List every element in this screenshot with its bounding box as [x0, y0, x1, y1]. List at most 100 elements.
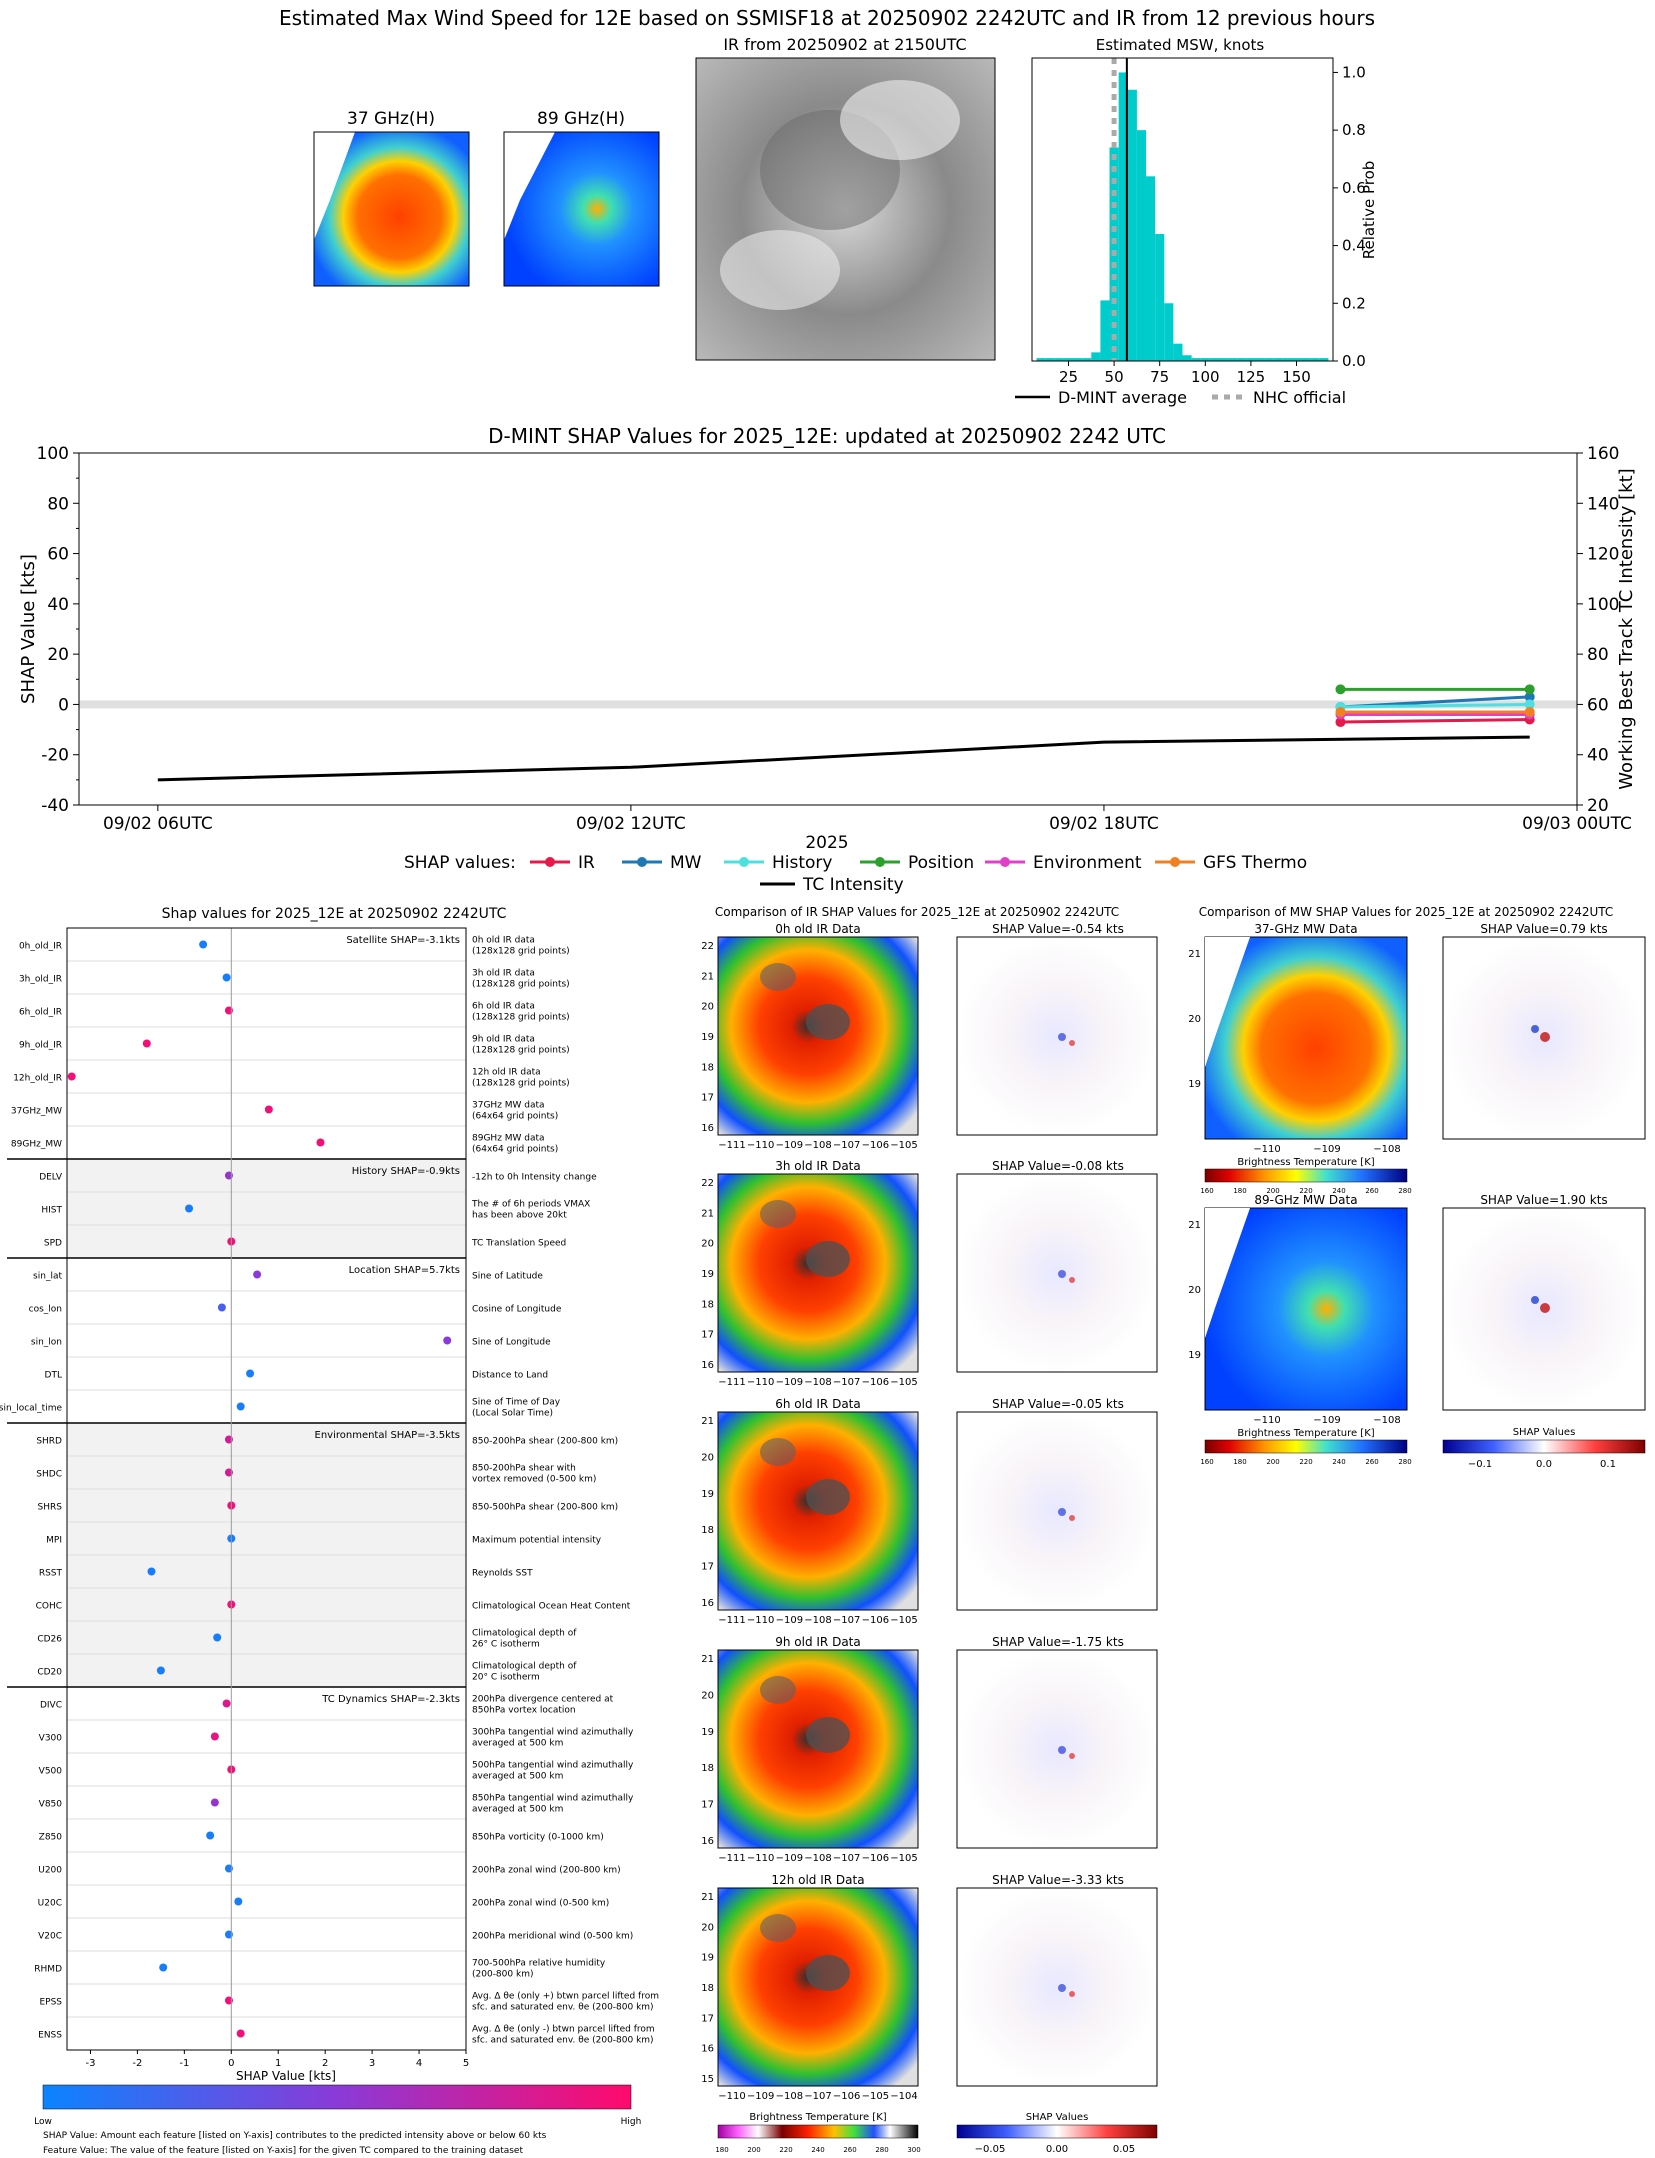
hist-ytick-label: 0.2 [1342, 294, 1366, 312]
ir-shap-label: SHAP Value=-3.33 kts [992, 1873, 1124, 1887]
ts-y2label: Working Best Track TC Intensity [kt] [1616, 468, 1637, 789]
feature-desc: 700-500hPa relative humidity [472, 1959, 606, 1969]
ts-y2tick-label: 120 [1587, 545, 1619, 565]
ts-ylabel: SHAP Value [kts] [18, 554, 39, 704]
mw-comparison: Comparison of MW SHAP Values for 2025_12… [1188, 905, 1646, 1470]
hist-bar [1255, 358, 1265, 361]
hist-xtick-label: 25 [1059, 368, 1078, 386]
group-label: TC Dynamics SHAP=-2.3kts [321, 1694, 460, 1705]
ir-panel-xtick: −107 [833, 1615, 860, 1626]
hist-ytick-label: 0.8 [1342, 121, 1366, 139]
ir-panel-label: 0h old IR Data [775, 922, 861, 936]
ir-panel-ytick: 17 [701, 1800, 714, 1811]
feature-name: U200 [38, 1866, 62, 1876]
ir-panel-ytick: 18 [701, 1062, 714, 1073]
mw-shap-tick: −0.1 [1468, 1459, 1492, 1470]
legend-label-tc: TC Intensity [802, 875, 904, 895]
group-label: Environmental SHAP=-3.5kts [315, 1430, 461, 1441]
ir-shap-hotspot [1069, 1515, 1075, 1521]
series-line-history [1340, 702, 1530, 709]
legend-dmint-label: D-MINT average [1058, 388, 1187, 407]
ts-ytick-label: 40 [47, 595, 69, 615]
mw-panel-xtick: −108 [1373, 1144, 1400, 1155]
feature-desc: -12h to 0h Intensity change [472, 1173, 597, 1183]
fs-xtick-label: 0 [228, 2058, 234, 2069]
hist-bar [1310, 358, 1320, 361]
feature-name: HIST [41, 1206, 62, 1216]
ir-shap-hotspot [1069, 1991, 1075, 1997]
hist-bar [1246, 358, 1256, 361]
mw-panel-xtick: −108 [1373, 1415, 1400, 1426]
feature-dot [185, 1204, 194, 1213]
ts-xtick-label: 09/02 12UTC [576, 814, 686, 834]
ir-panel-xtick: −111 [718, 1615, 745, 1626]
feature-desc: The # of 6h periods VMAX [471, 1200, 590, 1210]
ir-panel-xtick: −106 [862, 1853, 889, 1864]
hist-bar [1264, 358, 1274, 361]
feature-name: COHC [36, 1602, 62, 1612]
ir-panel-xtick: −109 [747, 2091, 774, 2102]
ir-panel-xtick: −108 [776, 2091, 803, 2102]
ir-panel-ytick: 18 [701, 1763, 714, 1774]
feature-name: DELV [39, 1173, 63, 1183]
mw-panel-ytick: 20 [1188, 1285, 1201, 1296]
hist-bar [1073, 358, 1083, 361]
fs-footnote: SHAP Value: Amount each feature [listed … [43, 2131, 547, 2141]
legend-label-environment: Environment [1033, 853, 1142, 873]
ts-xtick-label: 09/02 06UTC [103, 814, 213, 834]
ir-shap-tick: −0.05 [975, 2144, 1006, 2155]
feature-name: MPI [46, 1536, 62, 1546]
ir-panel-ytick: 16 [701, 1836, 714, 1847]
ts-y2tick-label: 60 [1587, 695, 1609, 715]
mw-panel-image [1204, 1207, 1408, 1411]
feature-dot [246, 1369, 255, 1378]
feature-desc: 20° C isotherm [472, 1673, 540, 1683]
feature-desc: 850hPa vortex location [472, 1706, 576, 1716]
feature-dot [142, 1039, 151, 1048]
ir-panel-xtick: −104 [890, 2091, 917, 2102]
hist-bar [1218, 358, 1229, 361]
ir-bt-colorbar [717, 2124, 919, 2139]
ts-xtick-label: 09/02 18UTC [1049, 814, 1159, 834]
feature-name: CD20 [37, 1668, 62, 1678]
mw-bt-tick: 160 [1200, 1458, 1213, 1466]
fs-xtick-label: 1 [275, 2058, 281, 2069]
ir-bt-colorbar-label: Brightness Temperature [K] [749, 2112, 886, 2123]
hist-bar [1319, 358, 1329, 361]
feature-name: V500 [39, 1767, 63, 1777]
feature-desc: (Local Solar Time) [472, 1409, 553, 1419]
legend-label-ir: IR [578, 853, 595, 873]
mw-panel-ytick: 19 [1188, 1350, 1201, 1361]
ir-cold-cloud [760, 1200, 796, 1228]
hist-frame [1031, 57, 1334, 362]
ts-ytick-label: 100 [37, 444, 69, 464]
legend-marker-position [875, 857, 885, 867]
mw-bt-tick: 220 [1299, 1458, 1312, 1466]
hist-bar [1100, 300, 1110, 361]
ir-panel-ytick: 18 [701, 1983, 714, 1994]
ts-xlabel: 2025 [805, 833, 848, 853]
ir-panel-ytick: 16 [701, 1360, 714, 1371]
mw-panel-xtick: −110 [1253, 1415, 1280, 1426]
ir-cold-cloud [806, 1955, 850, 1991]
mw-swath-edge [1205, 1208, 1250, 1338]
series-point-position [1335, 684, 1346, 695]
ir-panel-label: 3h old IR Data [775, 1159, 861, 1173]
feature-dot [199, 940, 208, 949]
ir-panel-xtick: −109 [776, 1853, 803, 1864]
feature-name: RHMD [34, 1965, 62, 1975]
ir-panel-ytick: 19 [701, 1727, 714, 1738]
ir-shap-hotspot [1069, 1277, 1075, 1283]
feature-desc: Distance to Land [472, 1371, 548, 1381]
mw-bt-tick: 160 [1200, 1187, 1213, 1195]
legend-label-gfs: GFS Thermo [1203, 853, 1307, 873]
ir-cold-cloud [760, 1438, 796, 1466]
mw89-swath-edge [504, 132, 555, 240]
feature-desc: Sine of Latitude [472, 1272, 543, 1282]
feature-name: 9h_old_IR [19, 1041, 62, 1051]
ir-panel-ytick: 18 [701, 1299, 714, 1310]
ir-bt-tick: 240 [811, 2146, 824, 2154]
zero-band [79, 700, 1577, 709]
feature-name: RSST [39, 1569, 63, 1579]
feature-dot [443, 1336, 452, 1345]
